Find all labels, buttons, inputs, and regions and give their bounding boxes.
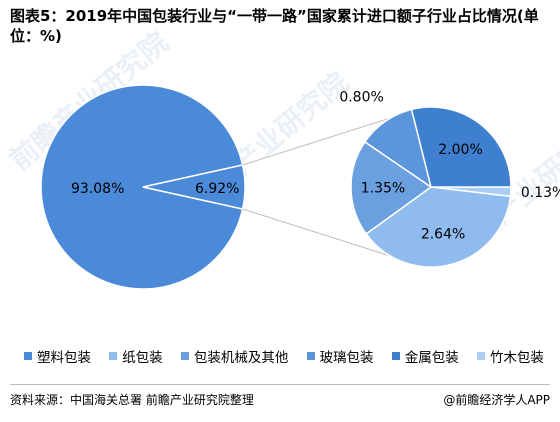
pie-slice-metal xyxy=(410,106,512,188)
legend-item: 金属包装 xyxy=(391,346,459,366)
pie-slice-machinery-other xyxy=(350,140,433,235)
legend-item: 包装机械及其他 xyxy=(180,346,289,366)
data-label-others-aggregate: 6.92% xyxy=(195,181,239,197)
legend-swatch xyxy=(24,352,32,360)
pie-of-pie-chart: 93.08% 6.92% 2.64% 1.35% 2.00% 0.80% 0.13% xyxy=(40,84,560,290)
chart-title: 图表5：2019年中国包装行业与“一带一路”国家累计进口额子行业占比情况(单位：… xyxy=(10,7,539,45)
data-label-paper: 2.64% xyxy=(421,226,465,242)
legend-swatch xyxy=(391,352,400,360)
footer-divider xyxy=(10,384,550,385)
brand-credit: @前瞻经济学人APP xyxy=(443,393,550,407)
legend-label: 纸包装 xyxy=(122,350,163,366)
legend-label: 竹木包装 xyxy=(489,350,544,366)
data-label-metal: 2.00% xyxy=(438,142,482,158)
footer: 资料来源：中国海关总署 前瞻产业研究院整理 @前瞻经济学人APP xyxy=(10,391,550,408)
legend-item: 塑料包装 xyxy=(24,346,91,366)
pie-slice-paper xyxy=(365,186,512,268)
legend-label: 玻璃包装 xyxy=(319,350,374,366)
legend-swatch xyxy=(180,352,189,360)
data-label-glass: 0.80% xyxy=(339,90,383,106)
legend-item: 纸包装 xyxy=(109,346,163,366)
pie-slice-plastic xyxy=(40,84,244,290)
chart-legend: 塑料包装 纸包装 包装机械及其他 玻璃包装 金属包装 竹木包装 xyxy=(24,346,544,366)
data-label-plastic: 93.08% xyxy=(71,181,124,197)
legend-swatch xyxy=(109,352,118,360)
legend-label: 包装机械及其他 xyxy=(193,350,289,366)
pie-slice-others-aggregate xyxy=(142,164,246,210)
legend-item: 竹木包装 xyxy=(476,346,544,366)
data-label-machinery-other: 1.35% xyxy=(361,181,405,197)
legend-label: 塑料包装 xyxy=(37,350,91,366)
legend-item: 玻璃包装 xyxy=(306,346,374,366)
legend-swatch xyxy=(306,352,315,360)
legend-label: 金属包装 xyxy=(404,350,459,366)
source-note: 资料来源：中国海关总署 前瞻产业研究院整理 xyxy=(10,393,254,407)
legend-swatch xyxy=(476,352,485,360)
data-label-bamboo-wood: 0.13% xyxy=(521,185,560,201)
